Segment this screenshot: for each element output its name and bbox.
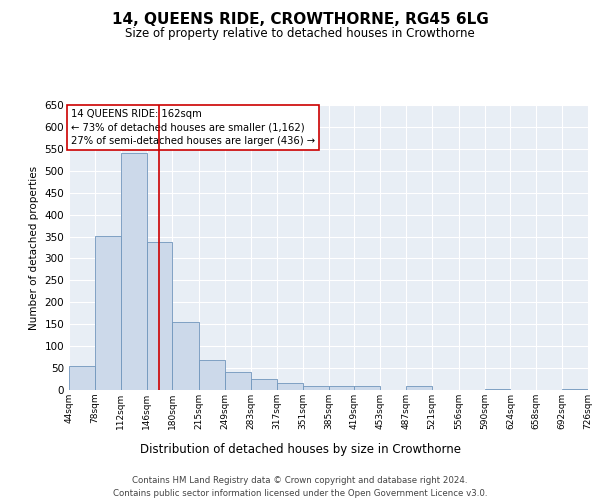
- Bar: [199, 360, 225, 390]
- Bar: [146, 242, 172, 390]
- Bar: [355, 386, 380, 390]
- Text: Contains HM Land Registry data © Crown copyright and database right 2024.
Contai: Contains HM Land Registry data © Crown c…: [113, 476, 487, 498]
- Bar: [302, 386, 329, 390]
- Bar: [172, 322, 199, 390]
- Bar: [121, 153, 146, 390]
- Text: Distribution of detached houses by size in Crowthorne: Distribution of detached houses by size …: [139, 442, 461, 456]
- Bar: [485, 388, 511, 390]
- Bar: [69, 366, 95, 390]
- Bar: [95, 236, 121, 390]
- Text: 14 QUEENS RIDE: 162sqm
← 73% of detached houses are smaller (1,162)
27% of semi-: 14 QUEENS RIDE: 162sqm ← 73% of detached…: [71, 110, 314, 146]
- Text: Size of property relative to detached houses in Crowthorne: Size of property relative to detached ho…: [125, 28, 475, 40]
- Bar: [406, 386, 432, 390]
- Y-axis label: Number of detached properties: Number of detached properties: [29, 166, 39, 330]
- Bar: [329, 386, 355, 390]
- Bar: [562, 388, 588, 390]
- Bar: [277, 383, 302, 390]
- Bar: [251, 379, 277, 390]
- Text: 14, QUEENS RIDE, CROWTHORNE, RG45 6LG: 14, QUEENS RIDE, CROWTHORNE, RG45 6LG: [112, 12, 488, 28]
- Bar: [225, 372, 251, 390]
